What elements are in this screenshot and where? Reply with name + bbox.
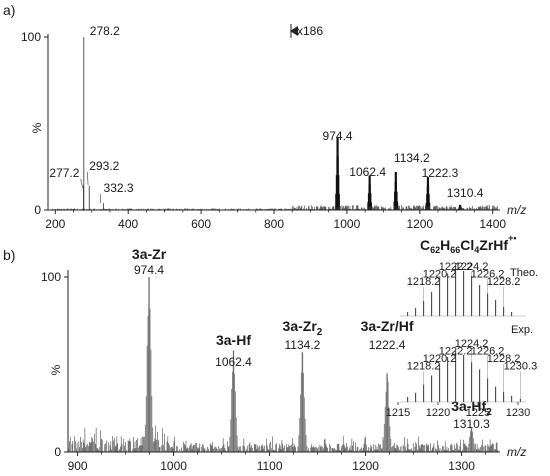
x-tick-label: 1400 (479, 217, 506, 231)
compound-name-subscript: 2 (486, 407, 492, 418)
peak-label: 277.2 (49, 166, 79, 180)
compound-name-base: 3a-Zr/Hf (361, 318, 414, 334)
peak-label: 332.3 (104, 181, 134, 195)
formula-part: 62 (430, 245, 440, 255)
isotope-mz-label: 1220.2 (423, 353, 457, 365)
panel-b-y-axis-title: % (49, 364, 63, 375)
isotope-mz-label: 1222.2 (439, 261, 473, 273)
compound-name-base: 3a-Zr (283, 318, 318, 334)
isotope-mz-label: 1228.2 (487, 276, 521, 288)
peak-label: 293.2 (89, 159, 119, 173)
cluster-mz-label: 1222.4 (369, 338, 406, 352)
isotope-mz-label: 1230.3 (504, 361, 538, 373)
formula-part: H (440, 237, 450, 253)
peak-label: 1062.4 (349, 165, 386, 179)
x-tick-label: 1200 (352, 459, 379, 473)
x-tick-label: 800 (264, 217, 284, 231)
isotope-inset: C62H66Cl4ZrHf+• 1218.21220.21222.21224.2… (386, 233, 538, 419)
isotope-mz-label: 1218.2 (407, 276, 441, 288)
y-tick-label: 100 (41, 270, 61, 284)
compound-name-subscript: 2 (317, 327, 323, 338)
isotope-mz-label: 1228.2 (487, 353, 521, 365)
panel-b-x-ticks: 900 1000 1100 1200 1300 (68, 452, 487, 473)
panel-a-y-axis-title: % (30, 122, 44, 133)
y-tick-label: 100 (21, 30, 41, 44)
magnification-arrow-icon (290, 26, 298, 36)
compound-name: 3a-Zr2 (283, 318, 323, 338)
inset-x-tick-label: 1225 (466, 407, 490, 419)
x-tick-label: 1000 (334, 217, 361, 231)
cluster-mz-label: 1134.2 (285, 338, 321, 352)
peak-label: 1310.4 (447, 186, 484, 200)
panel-a-peaks (82, 37, 463, 210)
compound-name-base: 3a-Zr (132, 246, 167, 262)
formula-part: C (420, 237, 430, 253)
formula-part: 66 (450, 245, 460, 255)
isotope-mz-label: 1218.2 (407, 361, 441, 373)
panel-a-y-ticks: 0 100 (21, 30, 48, 217)
y-tick-label: 0 (34, 203, 41, 217)
inset-formula: C62H66Cl4ZrHf+• (420, 233, 517, 255)
panel-b-peaks (143, 277, 476, 452)
panel-b-noise (68, 425, 499, 452)
leader-line (86, 171, 89, 186)
compound-name: 3a-Zr/Hf (361, 318, 414, 334)
x-tick-label: 1200 (406, 217, 433, 231)
x-tick-label: 200 (45, 217, 65, 231)
inset-x-tick-label: 1220 (426, 407, 450, 419)
panel-a-x-ticks: 200 400 600 800 1000 1200 1400 (45, 210, 506, 231)
x-tick-label: 600 (191, 217, 211, 231)
formula-part: 4 (474, 245, 479, 255)
compound-name: 3a-Hf (216, 332, 251, 348)
cluster-mz-label: 1310.3 (453, 417, 490, 431)
inset-x-tick-label: 1215 (386, 407, 410, 419)
peak-label: 974.4 (323, 129, 353, 143)
formula-part: +• (508, 233, 516, 243)
panel-a-label: a) (3, 2, 15, 18)
panel-a-peak-labels: 277.2 278.2 293.2 332.3 974.4 1062.4 1134.2122… (49, 24, 484, 204)
inset-x-tick-label: 1230 (506, 407, 530, 419)
panel-a: a) 200 400 600 800 1000 1200 1400 0 100 % m/z 2… (3, 2, 526, 231)
cluster-mz-label: 974.4 (134, 263, 164, 277)
x-tick-label: 1000 (160, 459, 187, 473)
panel-b-y-ticks: 0 100 (41, 270, 68, 459)
inset-theo-label: Theo. (510, 267, 538, 279)
peak-label: 1222.3 (422, 166, 459, 180)
isotope-mz-label: 1226.2 (471, 268, 505, 280)
leader-line (80, 178, 84, 191)
panel-a-x-axis-title: m/z (507, 203, 526, 217)
peak-label: 1134.2 (394, 151, 430, 165)
formula-part: Cl (460, 237, 474, 253)
magnification-factor: x186 (297, 24, 323, 38)
isotope-mz-label: 1220.2 (423, 268, 457, 280)
isotope-mz-label: 1224.2 (455, 338, 489, 350)
magnification-marker: x186 (290, 24, 323, 38)
formula-part: ZrHf (479, 237, 508, 253)
isotope-mz-label: 1222.2 (439, 346, 473, 358)
y-tick-label: 0 (54, 445, 61, 459)
x-tick-label: 1300 (448, 459, 475, 473)
inset-experimental-pattern: 1218.21220.21222.21224.21226.21228.21230… (399, 338, 538, 403)
panel-a-noise (51, 205, 498, 210)
isotope-mz-label: 1224.2 (455, 261, 489, 273)
compound-name: 3a-Zr (132, 246, 167, 262)
panel-b-label: b) (3, 247, 15, 263)
peak-label: 278.2 (90, 24, 120, 38)
panel-b-x-axis-title: m/z (507, 445, 526, 459)
compound-name-base: 3a-Hf (216, 332, 251, 348)
cluster-mz-label: 1062.4 (215, 355, 252, 369)
panel-b-cluster-labels: 3a-Zr974.43a-Hf1062.43a-Zr21134.23a-Zr/H… (132, 246, 492, 431)
x-tick-label: 900 (68, 459, 88, 473)
x-tick-label: 1100 (257, 459, 283, 473)
x-tick-label: 400 (118, 217, 138, 231)
isotope-mz-label: 1226.2 (471, 346, 505, 358)
inset-exp-label: Exp. (511, 324, 533, 336)
inset-x-ticks: 1215 1220 1225 1230 (386, 402, 530, 419)
